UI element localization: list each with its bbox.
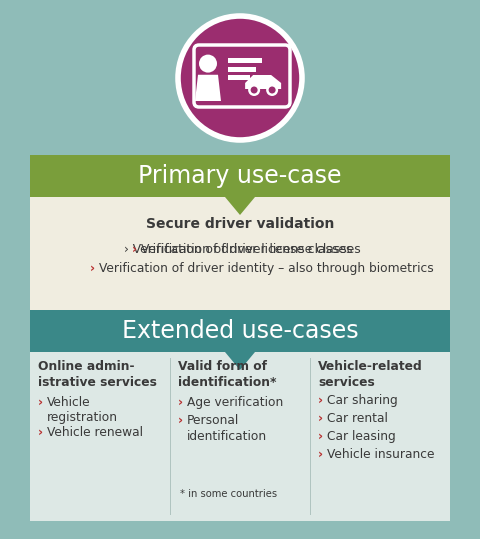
Text: Secure driver validation: Secure driver validation <box>146 217 334 231</box>
Circle shape <box>251 86 258 93</box>
Bar <box>30 310 450 352</box>
Bar <box>30 352 450 521</box>
FancyBboxPatch shape <box>194 45 290 107</box>
Text: Online admin-
istrative services: Online admin- istrative services <box>38 360 157 389</box>
Circle shape <box>178 16 302 140</box>
Text: ›: › <box>178 414 183 427</box>
Text: Valid form of
identification*: Valid form of identification* <box>178 360 276 389</box>
Text: ›: › <box>318 448 323 461</box>
Text: Age verification: Age verification <box>187 396 283 409</box>
Text: Extended use-cases: Extended use-cases <box>122 319 358 343</box>
Text: Car rental: Car rental <box>327 412 388 425</box>
Text: › Verification of driver license classes: › Verification of driver license classes <box>124 243 352 256</box>
Text: * in some countries: * in some countries <box>180 489 277 499</box>
Bar <box>228 67 256 72</box>
Text: ›: › <box>38 426 43 439</box>
Bar <box>228 58 262 63</box>
Text: Verification of driver identity – also through biometrics: Verification of driver identity – also t… <box>99 262 434 275</box>
Text: ›: › <box>178 396 183 409</box>
Polygon shape <box>245 75 281 89</box>
Polygon shape <box>195 75 221 101</box>
Circle shape <box>266 84 278 96</box>
Bar <box>228 75 250 80</box>
Text: ›: › <box>318 430 323 443</box>
Bar <box>310 358 311 515</box>
Text: Verification of driver license classes: Verification of driver license classes <box>141 243 361 256</box>
Bar <box>30 155 450 197</box>
Bar <box>30 197 450 310</box>
Circle shape <box>199 54 217 73</box>
Text: Car sharing: Car sharing <box>327 394 398 407</box>
Text: Vehicle insurance: Vehicle insurance <box>327 448 434 461</box>
Text: Personal
identification: Personal identification <box>187 414 267 443</box>
Circle shape <box>248 84 260 96</box>
Text: Primary use-case: Primary use-case <box>138 164 342 188</box>
Polygon shape <box>225 197 255 215</box>
Text: ›: › <box>90 262 95 275</box>
Text: ›: › <box>318 394 323 407</box>
Text: Car leasing: Car leasing <box>327 430 396 443</box>
Text: Vehicle-related
services: Vehicle-related services <box>318 360 423 389</box>
Text: ›: › <box>132 243 137 256</box>
Text: ›: › <box>38 396 43 409</box>
Text: Vehicle renewal: Vehicle renewal <box>47 426 143 439</box>
Bar <box>170 358 171 515</box>
Text: Vehicle
registration: Vehicle registration <box>47 396 118 425</box>
Text: ›: › <box>318 412 323 425</box>
Circle shape <box>269 86 276 93</box>
Polygon shape <box>225 352 255 370</box>
